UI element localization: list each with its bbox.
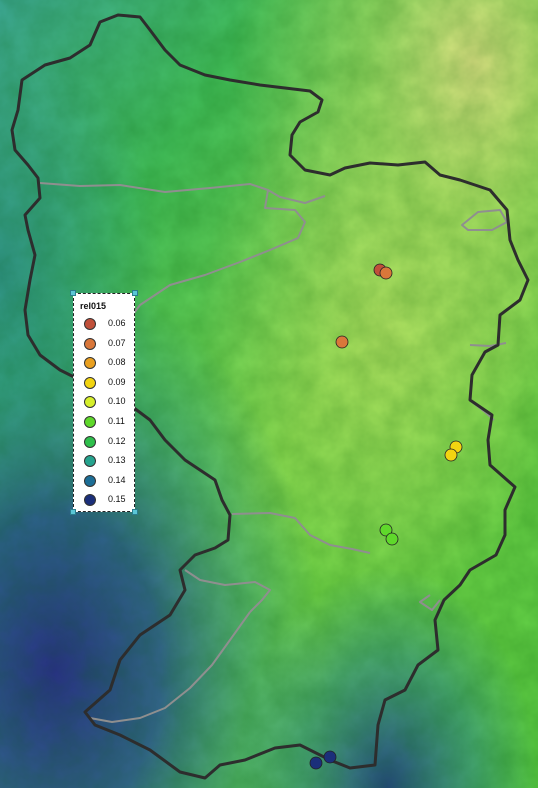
station-point[interactable] (309, 756, 323, 770)
legend-swatch (84, 396, 96, 409)
legend-label: 0.11 (108, 416, 125, 426)
station-point[interactable] (379, 266, 393, 280)
legend-item: 0.08 (84, 356, 134, 372)
legend-resize-handle-bottom-left[interactable] (70, 509, 76, 515)
legend-label: 0.07 (108, 337, 126, 348)
legend-item: 0.11 (84, 415, 134, 431)
legend-item: 0.13 (84, 454, 134, 470)
station-points (309, 263, 463, 770)
legend-label: 0.10 (108, 396, 126, 407)
legend-label: 0.09 (108, 376, 126, 387)
map-legend[interactable]: rel015 0.06 0.07 0.08 0.09 0.10 0.11 0.1… (73, 293, 135, 512)
legend-item: 0.06 (84, 317, 134, 333)
legend-swatch (84, 474, 96, 487)
station-point[interactable] (335, 335, 349, 349)
legend-item: 0.14 (84, 474, 134, 490)
legend-resize-handle-top-left[interactable] (70, 290, 76, 296)
legend-item: 0.09 (84, 376, 134, 392)
station-point[interactable] (444, 448, 458, 462)
legend-swatch (84, 318, 96, 330)
legend-swatch (84, 337, 96, 350)
legend-label: 0.13 (108, 455, 126, 466)
legend-label: 0.15 (108, 494, 126, 505)
legend-label: 0.08 (108, 357, 126, 368)
legend-label: 0.14 (108, 474, 126, 485)
legend-title: rel015 (80, 301, 107, 311)
station-point[interactable] (385, 532, 399, 546)
legend-swatch (84, 376, 96, 389)
legend-item: 0.10 (84, 395, 134, 411)
legend-item: 0.15 (84, 493, 134, 509)
legend-swatch (84, 416, 96, 428)
legend-label: 0.12 (108, 435, 126, 446)
station-point[interactable] (323, 750, 337, 764)
legend-item: 0.07 (84, 337, 134, 353)
legend-swatch (84, 494, 96, 507)
legend-resize-handle-bottom-right[interactable] (132, 509, 138, 515)
legend-label: 0.06 (108, 318, 126, 328)
station-point[interactable] (379, 523, 393, 537)
legend-swatch (84, 357, 96, 370)
legend-item: 0.12 (84, 435, 134, 451)
legend-resize-handle-top-right[interactable] (132, 290, 138, 296)
legend-swatch (84, 435, 96, 448)
sub-basin-boundaries (39, 182, 508, 723)
legend-swatch (84, 455, 96, 468)
